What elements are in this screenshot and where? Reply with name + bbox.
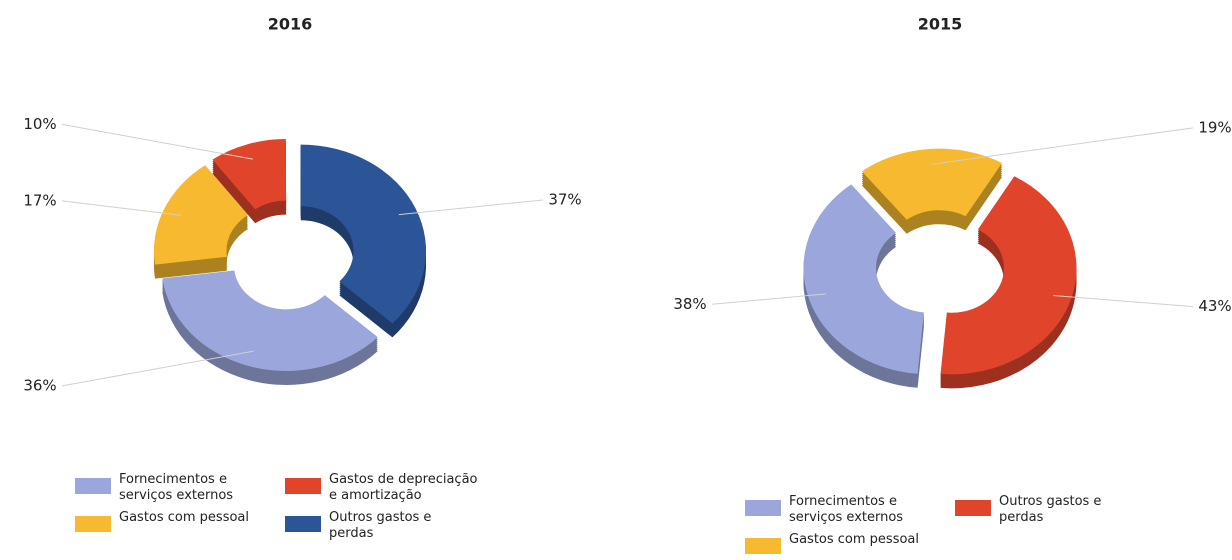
leader-line <box>711 293 827 305</box>
legend-swatch <box>75 478 111 494</box>
legend-item: Outros gastos e perdas <box>285 510 495 542</box>
slice <box>940 176 1077 375</box>
chart-title: 2015 <box>918 15 963 34</box>
slice <box>861 148 1003 220</box>
leader-line <box>1053 295 1194 308</box>
leader-line <box>398 199 544 216</box>
leader-line <box>61 350 254 387</box>
leader-line <box>61 200 181 216</box>
legend-label: Outros gastos e perdas <box>999 494 1102 525</box>
data-label: 17% <box>23 191 56 209</box>
legend-item: Fornecimentos e serviços externos <box>745 494 955 526</box>
legend-swatch <box>745 500 781 516</box>
leader-line <box>61 123 253 160</box>
legend: Fornecimentos e serviços externos Gastos … <box>75 472 495 542</box>
data-label: 36% <box>23 376 56 394</box>
legend-label: Outros gastos e perdas <box>329 510 432 541</box>
legend-item: Fornecimentos e serviços externos <box>75 472 285 504</box>
legend-label: Gastos com pessoal <box>119 510 249 525</box>
legend-swatch <box>285 516 321 532</box>
legend-swatch <box>285 478 321 494</box>
data-label: 38% <box>673 295 706 313</box>
legend-label: Gastos com pessoal <box>789 532 919 547</box>
data-label: 43% <box>1198 297 1231 315</box>
slice <box>300 144 426 324</box>
data-label: 19% <box>1198 118 1231 136</box>
legend-swatch <box>745 538 781 554</box>
leader-line <box>931 127 1194 165</box>
legend: Fornecimentos e serviços externos Gastos … <box>745 494 1165 554</box>
slice <box>212 139 287 210</box>
chart-title: 2016 <box>268 15 313 34</box>
legend-label: Gastos de depreciação e amortização <box>329 472 478 503</box>
legend-label: Fornecimentos e serviços externos <box>789 494 904 525</box>
slice <box>803 184 924 374</box>
data-label: 10% <box>23 115 56 133</box>
slice <box>162 270 378 371</box>
legend-item: Gastos de depreciação e amortização <box>285 472 495 504</box>
legend-item: Outros gastos e perdas <box>955 494 1165 526</box>
legend-swatch <box>955 500 991 516</box>
data-label: 37% <box>548 190 581 208</box>
legend-swatch <box>75 516 111 532</box>
legend-label: Fornecimentos e serviços externos <box>119 472 234 503</box>
legend-item: Gastos com pessoal <box>75 510 285 542</box>
legend-item: Gastos com pessoal <box>745 532 955 554</box>
slice <box>153 165 248 265</box>
